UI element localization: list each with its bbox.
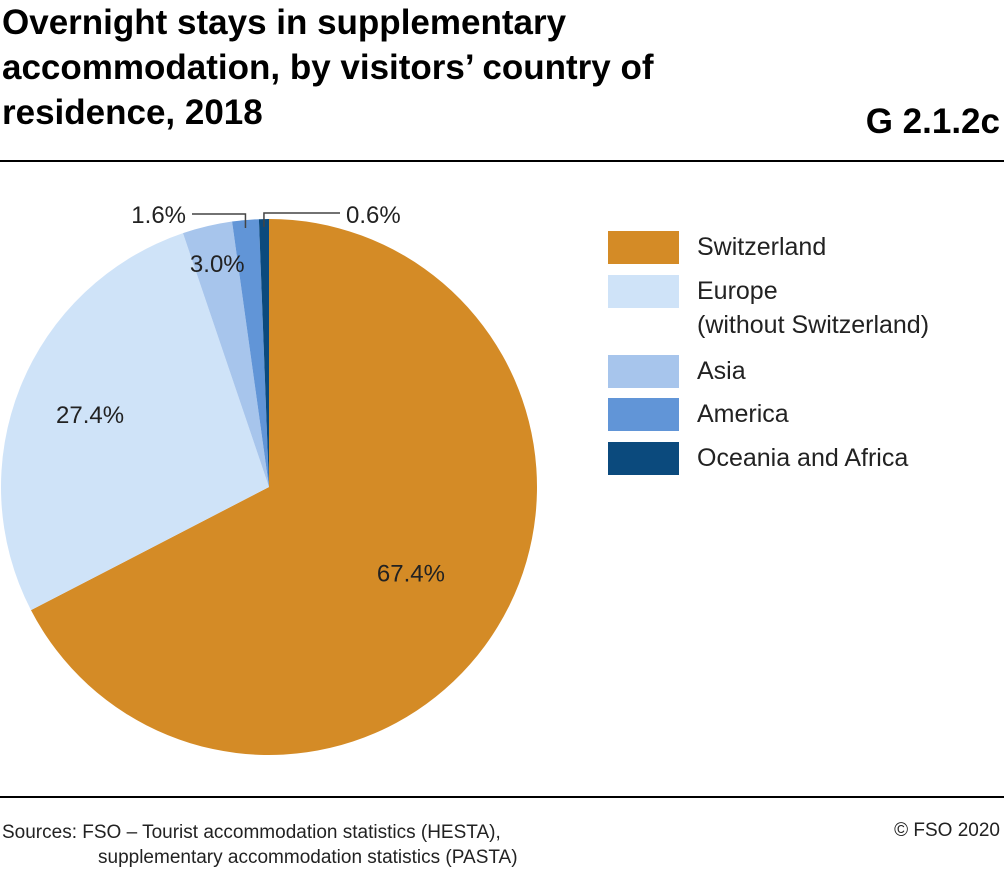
legend-label: Switzerland (697, 233, 827, 261)
legend-item-1: Europe (without Switzerland) (697, 274, 929, 342)
pie-slice-0 (30, 219, 537, 755)
data-label-4: 0.6% (346, 202, 401, 229)
data-label-1: 27.4% (56, 402, 124, 429)
pie-slice-4 (258, 219, 269, 487)
pie-slice-1 (0, 233, 269, 611)
data-label-2: 3.0% (190, 251, 245, 278)
legend-label: Oceania and Africa (697, 444, 909, 472)
legend-label: Asia (697, 357, 746, 385)
sources-line-1: Sources: FSO – Tourist accommodation sta… (2, 822, 501, 843)
chart-code: G 2.1.2c (865, 102, 1000, 141)
legend-swatch-2 (608, 355, 679, 388)
chart-title: Overnight stays in supplementary accommo… (2, 3, 654, 132)
legend-label: Europe (697, 277, 778, 305)
sources: Sources: FSO – Tourist accommodation sta… (2, 820, 518, 870)
legend-swatch-0 (608, 231, 679, 264)
legend-item-2: Asia (697, 354, 746, 388)
copyright: © FSO 2020 (894, 820, 1000, 841)
pie-slice-3 (232, 219, 269, 487)
legend-swatch-1 (608, 275, 679, 308)
bottom-divider (0, 796, 1004, 798)
legend-swatch-4 (608, 442, 679, 475)
legend-item-3: America (697, 397, 789, 431)
top-divider (0, 160, 1004, 162)
legend-label-line2: (without Switzerland) (697, 311, 930, 339)
legend-label: America (697, 400, 789, 428)
data-label-0: 67.4% (377, 560, 445, 587)
data-label-3: 1.6% (131, 202, 186, 229)
leader-line-4 (263, 212, 340, 228)
leader-line-3 (192, 213, 247, 229)
pie-slice-2 (182, 221, 269, 487)
legend-item-0: Switzerland (697, 230, 826, 264)
legend-swatch-3 (608, 398, 679, 431)
sources-line-2: supplementary accommodation statistics (… (98, 847, 518, 868)
legend-item-4: Oceania and Africa (697, 441, 908, 475)
